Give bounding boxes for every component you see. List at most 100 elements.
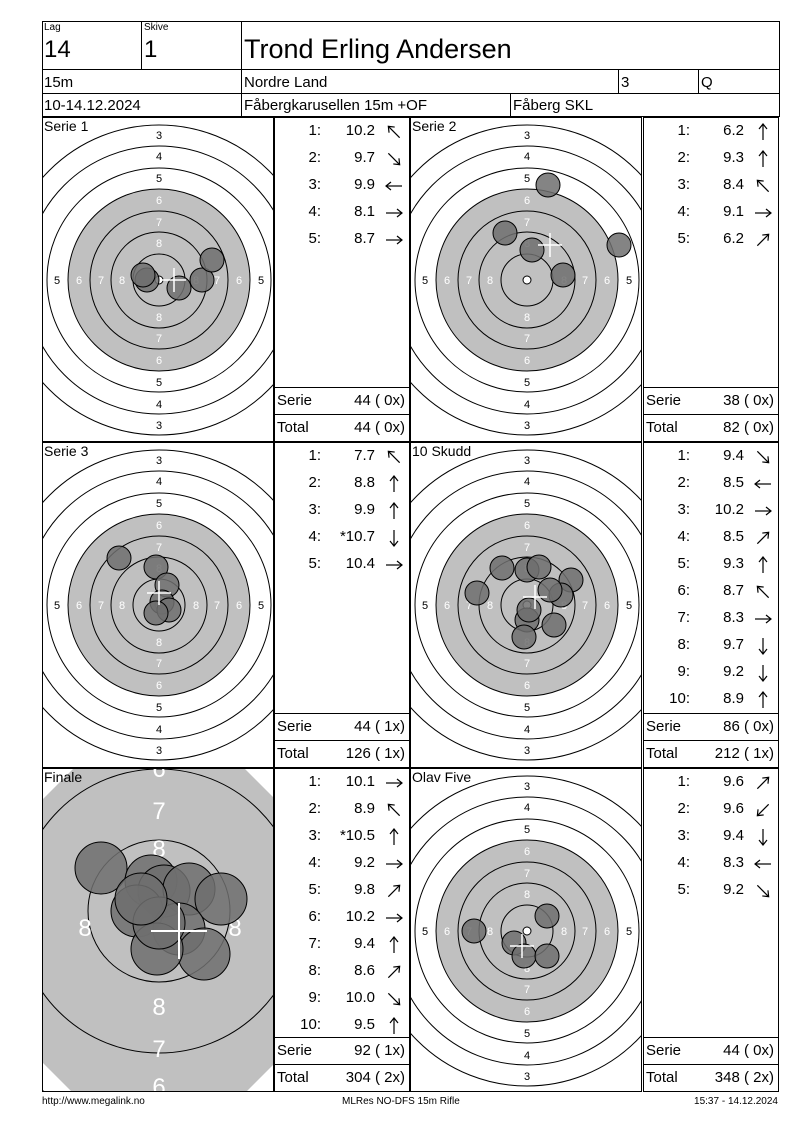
shot-row: 5: 9.2: [644, 881, 780, 901]
shot-score: 9.2: [723, 663, 744, 680]
ring-number: 8: [487, 275, 493, 287]
ring-number: 7: [214, 275, 220, 287]
shot-score: 9.3: [723, 555, 744, 572]
shot-row: 5: 10.4: [275, 555, 411, 575]
direction-arrow-icon: [387, 992, 401, 1006]
target-ring: [411, 449, 641, 761]
direction-arrow-icon: [387, 125, 401, 139]
shot-row: 1: 10.2: [275, 122, 411, 142]
total-sum-row: Total 348 ( 2x): [644, 1064, 778, 1092]
ring-number: 7: [524, 868, 530, 880]
direction-arrow-icon: [389, 828, 399, 845]
total-label: Total: [277, 1069, 309, 1086]
shot-number: 4:: [308, 203, 321, 220]
shot-direction: [383, 474, 405, 494]
shot-hole: [526, 554, 552, 580]
serie-sum-row: Serie 92 ( 1x): [275, 1037, 409, 1065]
footer-url[interactable]: http://www.megalink.no: [42, 1096, 145, 1107]
total-sum-row: Total 212 ( 1x): [644, 740, 778, 768]
shot-number: 10:: [300, 1016, 321, 1033]
ring-number: 5: [156, 173, 162, 185]
target-panel: 33445566778855667788Olav Five: [410, 768, 642, 1092]
shot-row: 2: 8.9: [275, 800, 411, 820]
ring-number: 6: [76, 275, 82, 287]
ring-number: 7: [156, 658, 162, 670]
direction-arrow-icon: [756, 450, 770, 464]
total-value: 126 ( 1x): [345, 745, 405, 762]
shot-direction: [752, 501, 774, 521]
shot-number: 5:: [308, 881, 321, 898]
shot-direction: [383, 908, 405, 928]
header-divider-2: [42, 93, 780, 94]
direction-arrow-icon: [386, 913, 403, 923]
serie-label: Serie: [277, 1042, 313, 1059]
shot-direction: [752, 528, 774, 548]
direction-arrow-icon: [387, 965, 401, 979]
ring-number: 6: [524, 680, 530, 692]
shot-number: 5:: [677, 230, 690, 247]
shot-score: 9.7: [723, 636, 744, 653]
ring-number: 6: [444, 275, 450, 287]
target-ring: [435, 188, 619, 372]
shot-direction: [383, 149, 405, 169]
header-vline-flag: [698, 69, 699, 93]
direction-arrow-icon: [758, 123, 768, 140]
ring-number: 6: [524, 846, 530, 858]
ring-number: 7: [524, 658, 530, 670]
direction-arrow-icon: [758, 638, 768, 655]
ring-number: 7: [466, 275, 472, 287]
shot-number: 8:: [677, 636, 690, 653]
ring-number: 7: [524, 217, 530, 229]
target-drawing: 33445566778855667788: [411, 124, 641, 436]
score-column: 1: 9.4 2: 8.5 3: 10.2 4: 8.5 5: 9.3 6: 8.7 7: 8.3 8: 9.…: [643, 442, 779, 768]
target-ring: [89, 210, 229, 350]
shot-direction: [383, 827, 405, 847]
shot-row: 7: 9.4: [275, 935, 411, 955]
shot-row: 3: *10.5: [275, 827, 411, 847]
shot-number: 2:: [308, 800, 321, 817]
shot-score: 9.5: [354, 1016, 375, 1033]
shot-number: 3:: [308, 176, 321, 193]
shot-row: 1: 9.4: [644, 447, 780, 467]
shot-direction: [383, 854, 405, 874]
skive-value: 1: [144, 36, 158, 63]
shot-hole: [511, 943, 537, 969]
direction-arrow-icon: [758, 556, 768, 573]
shot-score: 9.7: [354, 149, 375, 166]
target-ring: [457, 861, 597, 1001]
ring-number: 6: [156, 195, 162, 207]
target-ring: [43, 769, 273, 1054]
lag-label: Lag: [44, 22, 61, 33]
ring-number: 8: [524, 889, 530, 901]
shot-number: 1:: [677, 122, 690, 139]
shot-hole: [143, 600, 169, 626]
direction-arrow-icon: [756, 884, 770, 898]
total-label: Total: [646, 745, 678, 762]
shot-number: 1:: [308, 773, 321, 790]
ring-number: 7: [524, 333, 530, 345]
shot-row: 6: 8.7: [644, 582, 780, 602]
shot-direction: [752, 230, 774, 250]
header-vline-host: [510, 93, 511, 117]
shot-direction: [752, 800, 774, 820]
ring-number: 5: [524, 824, 530, 836]
footer-timestamp: 15:37 - 14.12.2024: [694, 1096, 778, 1107]
serie-value: 44 ( 0x): [723, 1042, 774, 1059]
shot-row: 1: 9.6: [644, 773, 780, 793]
shot-number: 9:: [308, 989, 321, 1006]
shot-number: 2:: [308, 474, 321, 491]
class-number: 3: [621, 74, 630, 91]
club-region: Nordre Land: [244, 74, 328, 91]
direction-arrow-icon: [387, 803, 401, 817]
shot-number: 3:: [308, 501, 321, 518]
total-value: 82 ( 0x): [723, 419, 774, 436]
ring-number: 3: [156, 130, 162, 142]
shot-score: 10.4: [345, 555, 375, 572]
competition-date: 10-14.12.2024: [44, 97, 141, 114]
score-column: 1: 10.1 2: 8.9 3: *10.5 4: 9.2 5: 9.8 6: 10.2 7: 9.4 8…: [274, 768, 410, 1092]
score-column: 1: 7.7 2: 8.8 3: 9.9 4: *10.7 5: 10.4 Serie 44 ( 1x…: [274, 442, 410, 768]
total-label: Total: [646, 1069, 678, 1086]
shot-number: 6:: [677, 582, 690, 599]
shot-number: 4:: [677, 203, 690, 220]
shot-score: 8.5: [723, 474, 744, 491]
